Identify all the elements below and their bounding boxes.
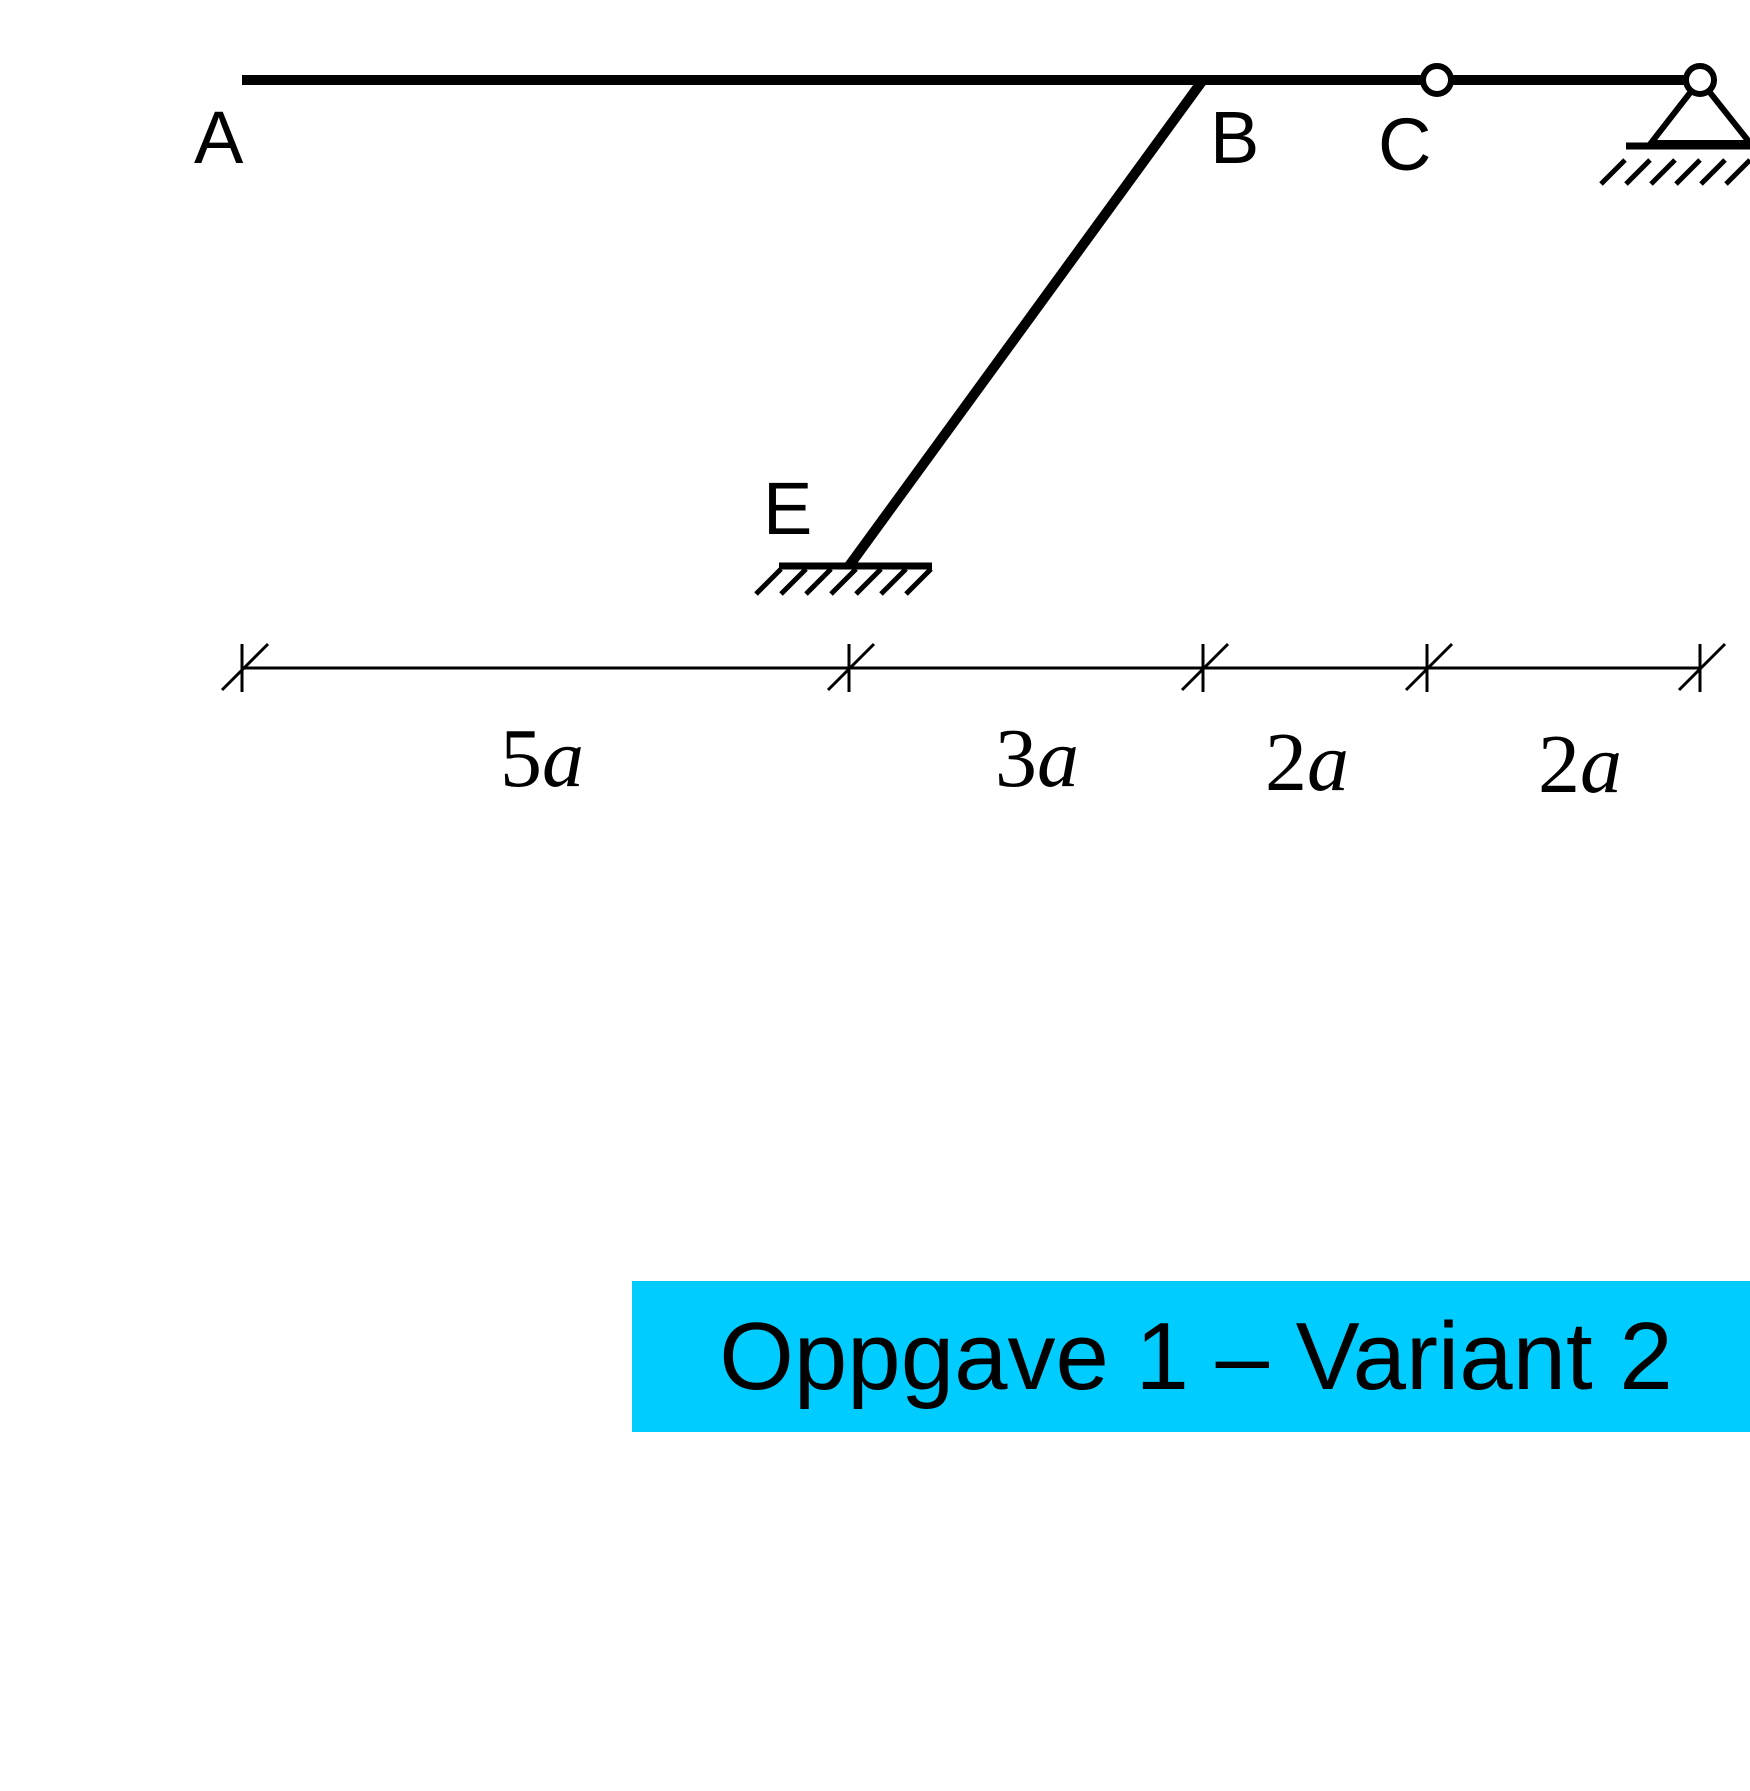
fixed-support-e: [754, 562, 933, 596]
node-label-c: C: [1378, 103, 1431, 186]
dimension-line: [220, 642, 1727, 692]
node-label-e: E: [763, 467, 812, 550]
node-label-a: A: [194, 96, 244, 179]
pinned-support: [1599, 63, 1750, 186]
dimension-label-3: 2a: [1265, 716, 1349, 809]
node-label-b: B: [1210, 96, 1259, 179]
dimension-label-1: 5a: [500, 712, 584, 805]
hinge-c: [1420, 63, 1454, 97]
title-banner: Oppgave 1 – Variant 2: [632, 1281, 1750, 1432]
column-b-e: [844, 77, 1208, 569]
dimension-label-2: 3a: [995, 712, 1079, 805]
page-title: Oppgave 1 – Variant 2: [719, 1302, 1673, 1410]
dimension-label-4: 2a: [1538, 718, 1622, 811]
